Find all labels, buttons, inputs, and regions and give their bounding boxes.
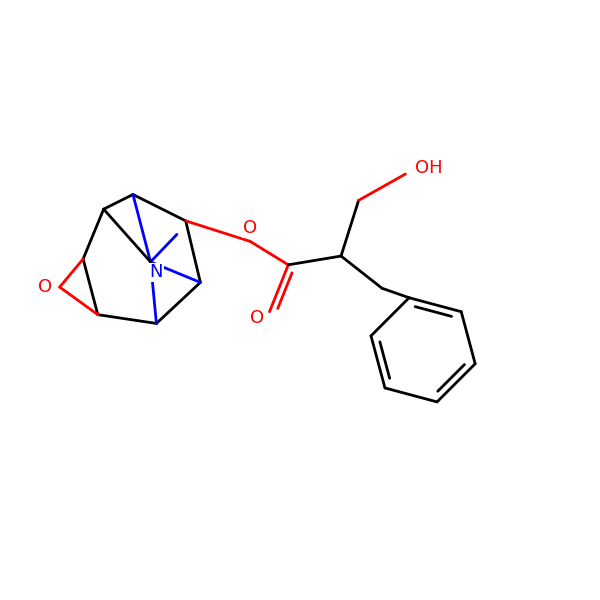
Text: N: N — [149, 263, 163, 281]
Text: OH: OH — [415, 159, 443, 177]
Text: O: O — [243, 220, 257, 238]
Text: O: O — [250, 308, 263, 326]
Text: O: O — [38, 278, 52, 296]
